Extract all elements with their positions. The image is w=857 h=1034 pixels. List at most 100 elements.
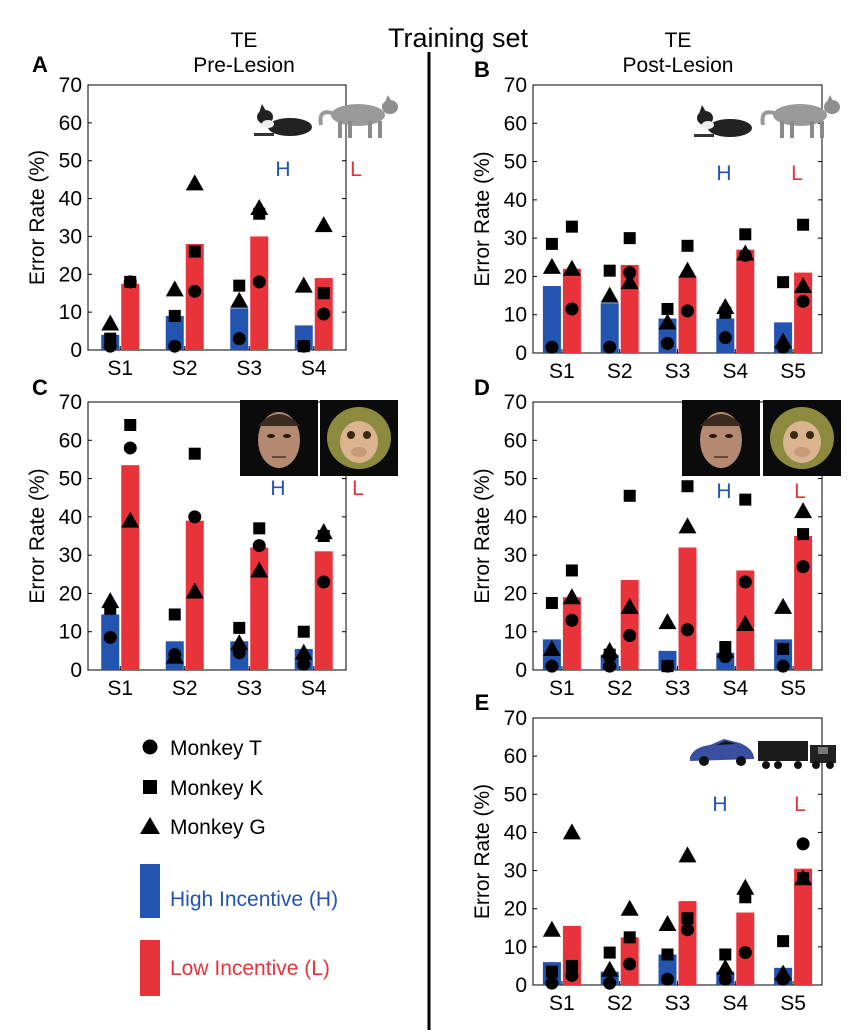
legend-low-swatch	[140, 940, 160, 996]
monkey-g-point	[165, 280, 184, 297]
monkey-k-point	[661, 948, 674, 961]
truck-window	[818, 747, 828, 754]
y-tick-label: 50	[504, 151, 527, 174]
low-bar-s5	[794, 868, 813, 985]
monkey-k-point	[777, 642, 790, 655]
human-face-hair	[258, 414, 300, 426]
monkey-k-point	[681, 912, 694, 925]
y-tick-label: 50	[504, 468, 527, 491]
monkey-g-point	[794, 869, 813, 886]
monkey-t-point	[252, 539, 266, 553]
y-tick-label: 60	[504, 112, 527, 135]
panel-letter: E	[475, 690, 490, 715]
low-bar-s4	[736, 249, 755, 353]
human-eye-left	[709, 434, 717, 438]
monkey-k-point	[681, 239, 694, 252]
monkey-g-point	[658, 613, 677, 630]
monkey-g-point	[600, 960, 619, 977]
truck-wheel	[812, 761, 820, 769]
monkey-g-point	[736, 244, 755, 261]
x-tick-label: S3	[665, 992, 691, 1015]
y-tick-label: 70	[59, 391, 82, 414]
monkey-g-point	[542, 639, 561, 656]
low-bar-s1	[121, 283, 140, 350]
y-axis-label: Error Rate (%)	[471, 151, 494, 286]
truck-icon	[758, 741, 836, 769]
monkey-t-point	[623, 957, 637, 971]
panel-letter: A	[32, 52, 48, 77]
monkey-eye-right	[806, 431, 814, 439]
monkey-g-point	[678, 846, 697, 863]
low-bar-s4	[314, 551, 333, 670]
y-tick-label: 60	[59, 429, 82, 452]
x-tick-label: S3	[665, 360, 691, 383]
high-marker-label: H	[275, 158, 290, 181]
cat-leg	[780, 121, 784, 138]
monkey-k-point	[297, 625, 310, 638]
low-bar-s1	[562, 597, 581, 670]
cat-leg	[368, 121, 372, 138]
monkey-k-point	[297, 340, 310, 353]
panel-e: E Error Rate (%) 0 10 20 30 40 50 60 70 H L S1 S2 S3 S4…	[471, 690, 836, 1015]
y-tick-label: 30	[504, 227, 527, 250]
low-bar-s5	[794, 536, 813, 670]
x-tick-label: S3	[665, 677, 691, 700]
monkey-k-point	[623, 232, 636, 245]
low-bar-s3	[250, 547, 269, 670]
monkey-k-point	[719, 948, 732, 961]
monkey-g-point	[185, 582, 204, 599]
monkey-g-point	[716, 641, 735, 658]
monkey-g-point	[794, 277, 813, 293]
truck-wheel	[774, 761, 782, 769]
monkey-t-point	[123, 441, 137, 455]
monkey-k-point	[168, 608, 181, 621]
high-bar-s1	[542, 286, 561, 353]
legend-square-marker	[143, 780, 157, 794]
low-marker-label: L	[794, 793, 806, 816]
cat-tail	[760, 110, 775, 126]
human-mouth	[714, 456, 728, 458]
monkey-g-point	[774, 597, 793, 614]
monkey-g-point	[562, 823, 581, 840]
monkey-t-point	[718, 972, 732, 986]
y-tick-label: 50	[59, 468, 82, 491]
right-header-condition: Post-Lesion	[623, 54, 734, 77]
cat-body	[773, 104, 827, 126]
monkey-k-point	[777, 276, 790, 289]
car-window	[716, 741, 736, 745]
y-tick-label: 50	[59, 150, 82, 173]
panel-c: C Error Rate (%) 0 10 20 30 40 50 60 70 H L S1 S2 S3 S4	[26, 375, 398, 700]
y-tick-label: 70	[504, 74, 527, 97]
monkey-face-icon	[320, 400, 398, 476]
monkey-t-point	[545, 340, 559, 354]
y-tick-label: 40	[504, 506, 527, 529]
panel-d: D Error Rate (%) 0 10 20 30 40 50 60 70 H L S1 S2 S3 S4…	[471, 375, 841, 700]
high-bar-s2	[165, 315, 184, 350]
x-tick-label: S2	[172, 677, 198, 700]
monkey-g-point	[185, 174, 204, 191]
monkey-k-point	[797, 528, 810, 541]
monkey-eye-right	[363, 431, 371, 439]
car-body	[690, 739, 754, 761]
human-eye-right	[725, 434, 733, 438]
legend-low-incentive: Low Incentive (L)	[170, 957, 330, 980]
monkey-t-point	[103, 630, 117, 644]
cat-leg	[338, 121, 342, 138]
low-bar-s3	[250, 236, 269, 350]
monkey-g-point	[562, 588, 581, 605]
x-tick-label: S1	[107, 357, 133, 380]
x-tick-label: S5	[780, 360, 806, 383]
monkey-g-point	[294, 643, 313, 660]
y-tick-label: 10	[59, 621, 82, 644]
cat-icon	[760, 95, 840, 138]
dog-ear	[699, 105, 706, 114]
x-tick-label: S4	[301, 677, 327, 700]
monkey-g-point	[542, 920, 561, 937]
x-tick-label: S3	[236, 677, 262, 700]
monkey-k-point	[777, 935, 790, 948]
plot-frame	[87, 84, 347, 351]
monkey-g-point	[230, 291, 249, 308]
monkey-t-point	[623, 629, 637, 643]
human-eye-left	[267, 434, 275, 438]
